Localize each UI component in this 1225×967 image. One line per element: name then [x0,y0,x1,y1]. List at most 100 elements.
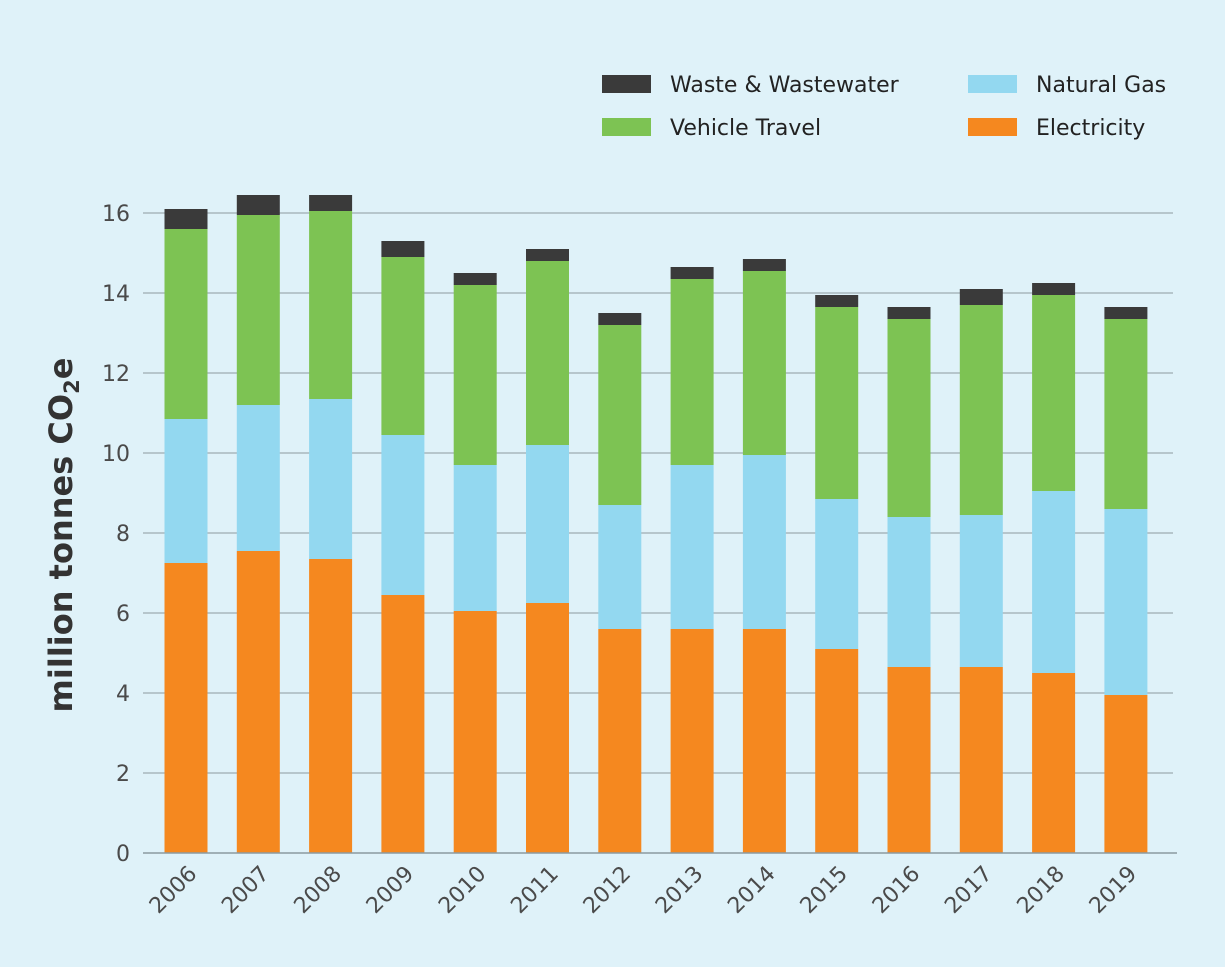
bar-waste-wastewater-2006 [164,209,208,229]
bar-vehicle-travel-2007 [236,215,280,405]
bar-electricity-2011 [526,603,569,853]
bar-natural-gas-2017 [959,515,1003,667]
bar-electricity-2019 [1104,695,1148,853]
y-axis-ticks: 0 2 4 6 8 10 12 14 16 [102,202,130,867]
bar-electricity-2010 [453,611,497,853]
bar-natural-gas-2010 [453,465,497,611]
y-axis-label: million tonnes CO2e [42,358,84,713]
legend-item: Waste & Wastewater [602,73,900,98]
bar-electricity-2013 [670,629,714,853]
y-tick-label: 16 [102,202,130,227]
bar-waste-wastewater-2009 [381,241,425,257]
bar-electricity-2007 [236,551,280,853]
legend-swatch [968,75,1017,93]
bar-natural-gas-2014 [742,455,786,629]
bar-waste-wastewater-2011 [526,249,569,261]
y-tick-label: 2 [116,762,130,787]
bar-electricity-2006 [164,563,208,853]
legend-swatch [602,118,651,136]
x-axis-ticks: 2006 2007 2008 2009 2010 2011 2012 2013 2014 2015… [145,862,1142,919]
bar-vehicle-travel-2008 [309,211,353,399]
bar-waste-wastewater-2013 [670,267,714,279]
bar-natural-gas-2006 [164,419,208,563]
bar-electricity-2008 [309,559,353,853]
x-tick-label: 2016 [868,862,925,919]
x-tick-label: 2010 [434,862,491,919]
y-tick-label: 14 [102,282,130,307]
bar-vehicle-travel-2014 [742,271,786,455]
y-axis-label-main: million tonnes CO [42,394,80,713]
bar-vehicle-travel-2015 [815,307,859,499]
y-tick-label: 10 [102,442,130,467]
bar-vehicle-travel-2017 [959,305,1003,515]
bar-natural-gas-2019 [1104,509,1148,695]
bar-electricity-2009 [381,595,425,853]
bar-electricity-2014 [742,629,786,853]
x-tick-label: 2017 [940,862,997,919]
bar-vehicle-travel-2018 [1032,295,1076,491]
bar-vehicle-travel-2019 [1104,319,1148,509]
legend-item: Electricity [968,116,1145,141]
bar-natural-gas-2016 [887,517,931,667]
x-tick-label: 2015 [796,862,853,919]
bar-natural-gas-2013 [670,465,714,629]
bar-natural-gas-2009 [381,435,425,595]
bars [164,195,1148,853]
legend-label: Electricity [1036,116,1145,141]
x-tick-label: 2019 [1085,862,1142,919]
y-axis-label-subscript: 2 [60,379,84,394]
bar-waste-wastewater-2010 [453,273,497,285]
bar-waste-wastewater-2018 [1032,283,1076,295]
x-tick-label: 2006 [145,862,202,919]
legend-swatch [968,118,1017,136]
bar-natural-gas-2012 [598,505,642,629]
bar-vehicle-travel-2016 [887,319,931,517]
bar-vehicle-travel-2006 [164,229,208,419]
legend-label: Vehicle Travel [670,116,821,141]
y-axis-label-end: e [42,358,80,380]
y-tick-label: 6 [116,602,130,627]
x-tick-label: 2007 [217,862,274,919]
bar-waste-wastewater-2015 [815,295,859,307]
bar-electricity-2018 [1032,673,1076,853]
gridlines [143,212,1173,774]
bar-natural-gas-2011 [526,445,569,603]
bar-waste-wastewater-2016 [887,307,931,319]
bar-natural-gas-2008 [309,399,353,559]
bar-electricity-2015 [815,649,859,853]
x-tick-label: 2008 [290,862,347,919]
bar-electricity-2017 [959,667,1003,853]
bar-vehicle-travel-2009 [381,257,425,435]
y-tick-label: 12 [102,362,130,387]
bar-waste-wastewater-2014 [742,259,786,271]
x-tick-label: 2018 [1013,862,1070,919]
y-tick-label: 8 [116,522,130,547]
legend-item: Vehicle Travel [602,116,821,141]
bar-vehicle-travel-2011 [526,261,569,445]
legend-label: Waste & Wastewater [670,73,900,98]
y-tick-label: 0 [116,842,130,867]
legend: Waste & Wastewater Natural Gas Vehicle Tra… [602,73,1166,141]
x-tick-label: 2011 [506,862,563,919]
bar-waste-wastewater-2012 [598,313,642,325]
x-tick-label: 2014 [723,862,780,919]
legend-swatch [602,75,651,93]
bar-vehicle-travel-2010 [453,285,497,465]
bar-natural-gas-2015 [815,499,859,649]
x-tick-label: 2009 [362,862,419,919]
bar-vehicle-travel-2013 [670,279,714,465]
legend-item: Natural Gas [968,73,1166,98]
legend-label: Natural Gas [1036,73,1166,98]
bar-electricity-2012 [598,629,642,853]
bar-waste-wastewater-2017 [959,289,1003,305]
bar-waste-wastewater-2008 [309,195,353,211]
bar-electricity-2016 [887,667,931,853]
bar-waste-wastewater-2019 [1104,307,1148,319]
y-tick-label: 4 [116,682,130,707]
x-tick-label: 2012 [579,862,636,919]
bar-waste-wastewater-2007 [236,195,280,215]
bar-natural-gas-2018 [1032,491,1076,673]
bar-natural-gas-2007 [236,405,280,551]
bar-vehicle-travel-2012 [598,325,642,505]
